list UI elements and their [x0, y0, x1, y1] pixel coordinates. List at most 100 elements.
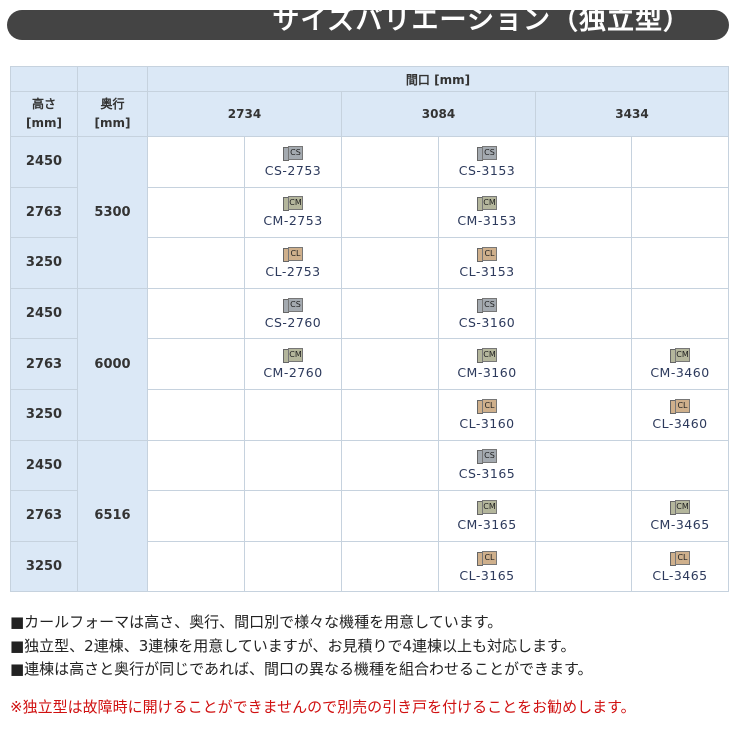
- table-row: 2763 CM CM-2753 CM CM-3153: [10, 186, 729, 239]
- width-2734: 2734: [147, 91, 342, 137]
- model-cell[interactable]: CM CM-3465: [631, 490, 729, 542]
- empty-cell: [631, 439, 729, 492]
- model-code[interactable]: CM-3153: [457, 213, 517, 229]
- table-row: 2450 6000 CS CS-2760 CS CS-3160: [10, 287, 729, 441]
- cm-model-icon: CM: [670, 348, 690, 364]
- empty-cell: [147, 136, 245, 188]
- empty-cell: [244, 439, 342, 492]
- cm-model-icon: CM: [670, 499, 690, 515]
- model-cell[interactable]: CS CS-2753: [244, 136, 342, 188]
- height-cell: 3250: [10, 388, 78, 441]
- model-cell[interactable]: CM CM-3160: [438, 338, 536, 390]
- model-cell[interactable]: CL CL-2753: [244, 237, 342, 289]
- model-code[interactable]: CM-2760: [263, 365, 323, 381]
- model-cell[interactable]: CS CS-3165: [438, 439, 536, 492]
- empty-cell: [535, 540, 632, 593]
- model-cell[interactable]: CM CM-3153: [438, 186, 536, 239]
- page-title: サイズバリエーション（独立型）: [272, 5, 691, 36]
- model-cell[interactable]: CL CL-3460: [631, 388, 729, 441]
- cm-model-icon: CM: [477, 348, 497, 364]
- model-code[interactable]: CL-3460: [652, 415, 708, 431]
- height-cell: 3250: [10, 237, 78, 289]
- width-3084: 3084: [341, 91, 536, 137]
- cm-model-icon: CM: [283, 348, 303, 364]
- height-cell: 2450: [10, 287, 78, 340]
- empty-cell: [147, 439, 245, 492]
- empty-cell: [244, 388, 342, 441]
- model-code[interactable]: CL-3465: [652, 567, 708, 583]
- empty-cell: [341, 338, 439, 390]
- model-cell[interactable]: CS CS-3153: [438, 136, 536, 188]
- table-row: 2450 5300 CS CS-2753 CS CS-3153: [10, 136, 729, 289]
- model-cell[interactable]: CM CM-2760: [244, 338, 342, 390]
- cs-model-icon: CS: [477, 145, 497, 161]
- empty-cell: [147, 338, 245, 390]
- model-code[interactable]: CS-3160: [458, 314, 516, 330]
- empty-cell: [535, 439, 632, 492]
- empty-cell: [147, 540, 245, 593]
- empty-cell: [341, 540, 439, 593]
- corner-cell: [77, 66, 148, 92]
- height-cell: 2450: [10, 439, 78, 492]
- model-cell[interactable]: CM CM-3460: [631, 338, 729, 390]
- height-cell: 2763: [10, 338, 78, 390]
- cm-model-icon: CM: [477, 499, 497, 515]
- model-code[interactable]: CL-3153: [459, 263, 515, 279]
- model-code[interactable]: CL-3165: [459, 567, 515, 583]
- model-cell[interactable]: CL CL-3165: [438, 540, 536, 593]
- cl-model-icon: CL: [670, 398, 690, 414]
- note: ■カールフォーマは高さ、奥行、間口別で様々な機種を用意しています。: [10, 613, 503, 631]
- model-cell[interactable]: CM CM-2753: [244, 186, 342, 239]
- depth-cell: 6000: [77, 287, 148, 441]
- warning-note: ※独立型は故障時に開けることができませんので別売の引き戸を付けることをお勧めしま…: [10, 698, 636, 716]
- height-header: 高さ [mm]: [10, 91, 78, 137]
- model-code[interactable]: CM-3165: [457, 516, 517, 532]
- title-banner: サイズバリエーション（独立型）: [7, 6, 729, 40]
- empty-cell: [341, 186, 439, 239]
- empty-cell: [147, 186, 245, 239]
- model-code[interactable]: CM-2753: [263, 213, 323, 229]
- model-code[interactable]: CS-3153: [458, 162, 516, 178]
- cl-model-icon: CL: [477, 550, 497, 566]
- height-cell: 3250: [10, 540, 78, 593]
- cl-model-icon: CL: [477, 246, 497, 262]
- cs-model-icon: CS: [283, 145, 303, 161]
- model-code[interactable]: CM-3465: [650, 516, 710, 532]
- empty-cell: [535, 237, 632, 289]
- corner-cell: [10, 66, 78, 92]
- cs-model-icon: CS: [283, 297, 303, 313]
- empty-cell: [535, 287, 632, 340]
- note: ■独立型、2連棟、3連棟を用意していますが、お見積りで4連棟以上も対応します。: [10, 636, 576, 655]
- model-cell[interactable]: CL CL-3160: [438, 388, 536, 441]
- model-cell[interactable]: CS CS-2760: [244, 287, 342, 340]
- depth-cell: 6516: [77, 439, 148, 593]
- model-cell[interactable]: CS CS-3160: [438, 287, 536, 340]
- model-cell[interactable]: CL CL-3465: [631, 540, 729, 593]
- height-cell: 2763: [10, 186, 78, 239]
- height-cell: 2763: [10, 490, 78, 542]
- model-cell[interactable]: CM CM-3165: [438, 490, 536, 542]
- model-code[interactable]: CS-2760: [264, 314, 322, 330]
- model-code[interactable]: CS-3165: [458, 466, 516, 482]
- cl-model-icon: CL: [283, 246, 303, 262]
- model-code[interactable]: CL-3160: [459, 415, 515, 431]
- empty-cell: [341, 439, 439, 492]
- empty-cell: [631, 186, 729, 239]
- table-row: 2763 CM CM-2760 CM CM-3160 CM CM-3460: [10, 338, 729, 390]
- model-cell[interactable]: CL CL-3153: [438, 237, 536, 289]
- empty-cell: [147, 388, 245, 441]
- size-variation-table: 間口 [mm] 高さ [mm] 奥行 [mm] 2734 3084 3434 24…: [10, 66, 729, 593]
- note: ■連棟は高さと奥行が同じであれば、間口の異なる機種を組合わせることができます。: [10, 660, 593, 678]
- empty-cell: [341, 388, 439, 441]
- empty-cell: [535, 136, 632, 188]
- height-cell: 2450: [10, 136, 78, 188]
- model-code[interactable]: CM-3160: [457, 365, 517, 381]
- empty-cell: [631, 136, 729, 188]
- model-code[interactable]: CS-2753: [264, 162, 322, 178]
- table-row: 2763 CM CM-3165 CM CM-3465: [10, 490, 729, 542]
- model-code[interactable]: CM-3460: [650, 365, 710, 381]
- model-code[interactable]: CL-2753: [265, 263, 321, 279]
- empty-cell: [147, 490, 245, 542]
- empty-cell: [244, 490, 342, 542]
- empty-cell: [535, 490, 632, 542]
